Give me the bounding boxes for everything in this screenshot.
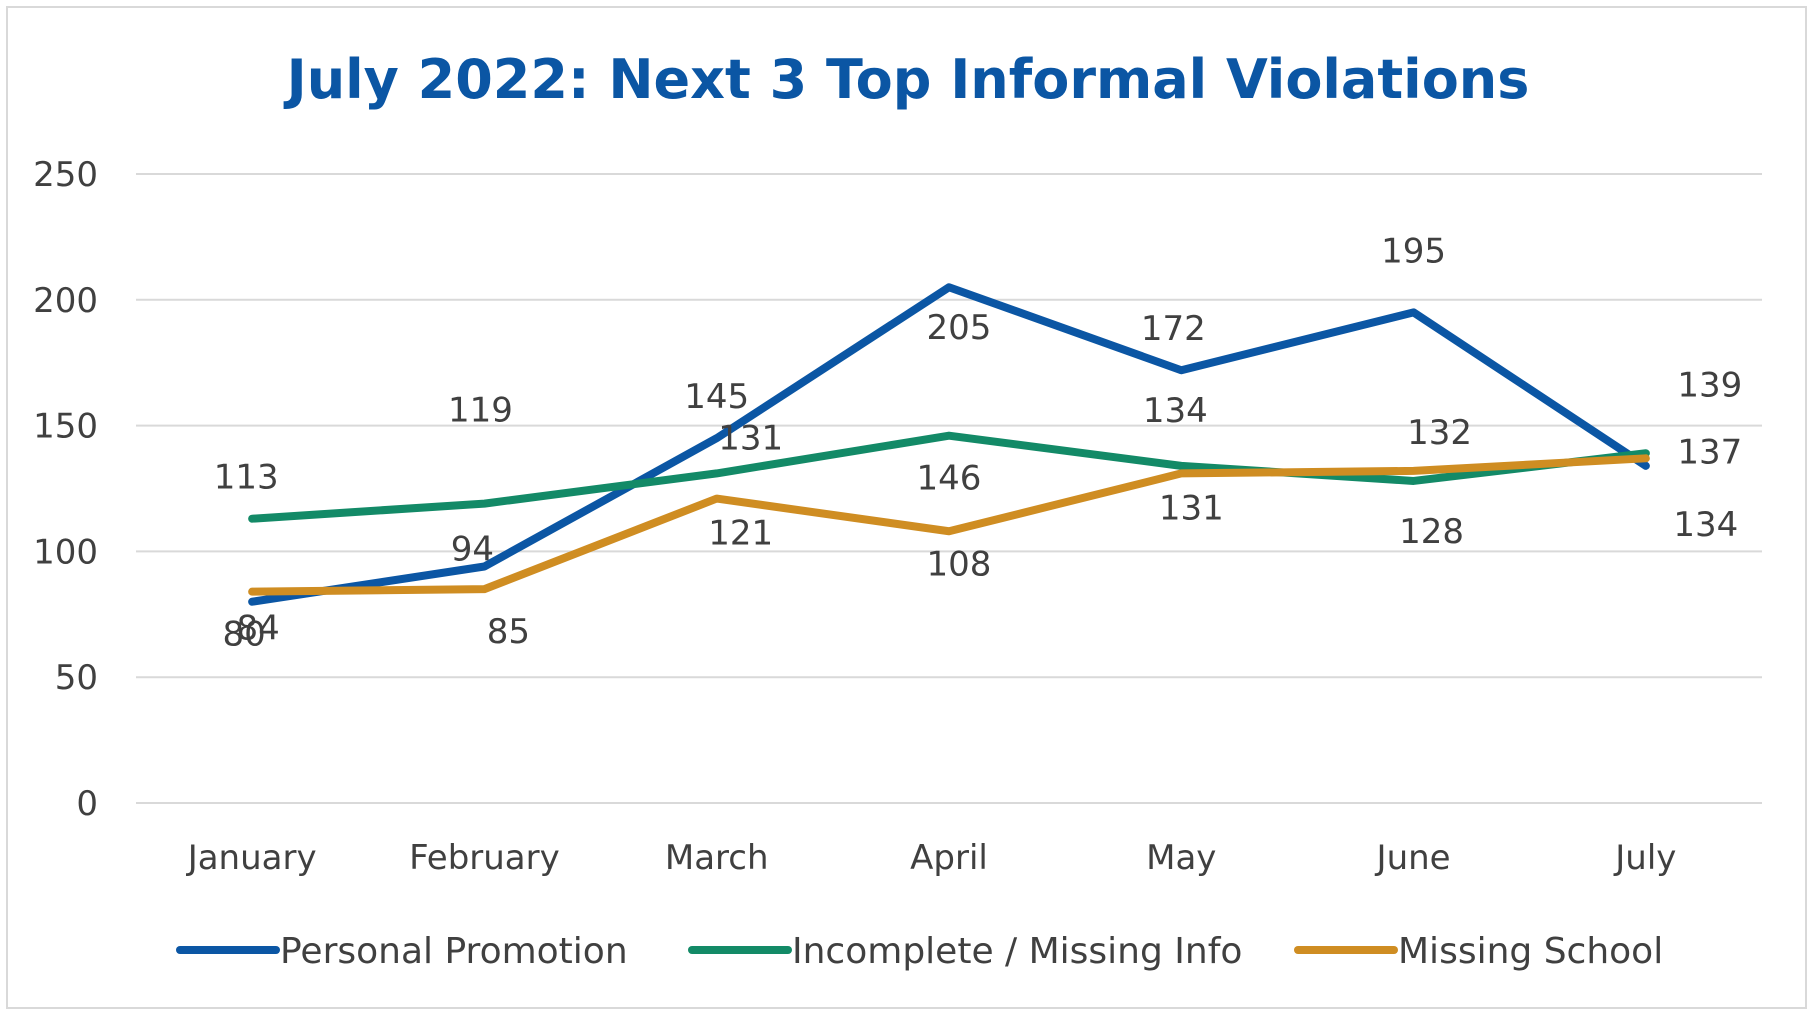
x-tick-label: May [1146, 838, 1216, 878]
data-label: 137 [1677, 432, 1742, 472]
legend-label: Personal Promotion [280, 931, 628, 972]
chart-title: July 2022: Next 3 Top Informal Violation… [283, 48, 1530, 111]
data-label: 172 [1141, 309, 1206, 349]
y-tick-label: 250 [33, 155, 98, 195]
y-tick-label: 200 [33, 281, 98, 321]
data-label: 113 [214, 458, 279, 498]
x-tick-label: February [409, 838, 560, 878]
data-label: 131 [1159, 488, 1224, 528]
data-label: 119 [448, 391, 513, 431]
y-tick-label: 50 [55, 658, 98, 698]
data-label: 84 [237, 609, 280, 649]
data-label: 132 [1407, 413, 1472, 453]
series-line [248, 454, 1650, 596]
data-label: 146 [917, 459, 982, 499]
series-line [248, 431, 1650, 523]
data-label: 80 [223, 615, 266, 655]
data-label: 108 [927, 544, 992, 584]
data-label: 139 [1677, 365, 1742, 405]
data-label: 128 [1399, 512, 1464, 552]
data-label: 145 [684, 377, 749, 417]
x-tick-label: January [186, 838, 317, 878]
data-label: 131 [718, 418, 783, 458]
data-label: 205 [927, 308, 992, 348]
data-label: 134 [1673, 505, 1738, 545]
x-tick-label: June [1375, 838, 1451, 878]
series-line [248, 283, 1650, 606]
legend-label: Missing School [1398, 931, 1663, 972]
data-label: 85 [487, 612, 530, 652]
data-label: 121 [708, 514, 773, 554]
y-tick-label: 100 [33, 532, 98, 572]
data-label: 94 [451, 529, 494, 569]
y-tick-label: 0 [76, 784, 98, 824]
x-tick-label: July [1613, 838, 1676, 878]
y-tick-label: 150 [33, 407, 98, 447]
x-tick-label: March [665, 838, 769, 878]
x-tick-label: April [910, 838, 988, 878]
legend-label: Incomplete / Missing Info [792, 931, 1242, 972]
data-label: 134 [1143, 391, 1208, 431]
data-label: 195 [1381, 231, 1446, 271]
